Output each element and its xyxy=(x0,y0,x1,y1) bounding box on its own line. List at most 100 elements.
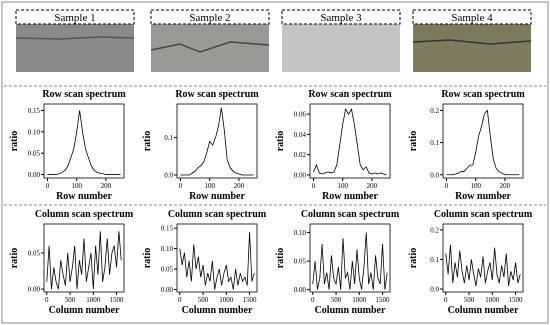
x-axis-label: Row number xyxy=(322,191,378,202)
x-axis-label: Column number xyxy=(182,305,253,316)
sample-label-box xyxy=(15,9,135,25)
y-tick-label: 0.00 xyxy=(294,286,307,294)
x-tick-label: 1000 xyxy=(352,296,367,304)
y-tick-label: 0.2 xyxy=(430,107,439,115)
spectrum-line xyxy=(46,231,122,290)
x-tick-label: 500 xyxy=(65,296,76,304)
y-tick-label: 0.1 xyxy=(430,256,439,264)
x-tick-label: 0 xyxy=(444,296,448,304)
sample-label: Sample 2 xyxy=(189,12,230,24)
y-tick-label: 0.00 xyxy=(161,286,174,294)
spectrum-line xyxy=(47,110,121,175)
y-tick-label: 0.0 xyxy=(164,172,173,180)
plot-area xyxy=(442,103,524,179)
chart-title: Row scan spectrum xyxy=(42,89,126,100)
spectrum-line xyxy=(445,244,521,287)
x-tick-label: 200 xyxy=(500,182,511,190)
y-tick-label: 0.02 xyxy=(294,151,307,159)
y-axis-label: ratio xyxy=(9,248,20,269)
x-tick-label: 200 xyxy=(367,182,378,190)
x-tick-label: 100 xyxy=(71,182,82,190)
y-tick-label: 0.15 xyxy=(28,107,41,115)
y-tick-label: 0.05 xyxy=(161,266,174,274)
plot-area xyxy=(442,223,524,293)
sample-label-box xyxy=(150,9,270,25)
plot-area xyxy=(43,223,125,293)
y-tick-label: 0.04 xyxy=(294,131,307,139)
y-tick-label: 0.10 xyxy=(161,245,174,253)
y-axis-label: ratio xyxy=(408,248,419,269)
y-axis-label: ratio xyxy=(275,248,286,269)
chart-title: Row scan spectrum xyxy=(308,89,392,100)
chart-title: Column scan spectrum xyxy=(301,209,400,220)
sample-label: Sample 1 xyxy=(54,12,95,24)
crack xyxy=(412,39,532,45)
x-tick-label: 500 xyxy=(331,296,342,304)
x-tick-label: 0 xyxy=(45,296,49,304)
x-axis-label: Row number xyxy=(455,191,511,202)
plot-area xyxy=(176,223,258,293)
y-tick-label: 0.10 xyxy=(294,229,307,237)
x-tick-label: 500 xyxy=(464,296,475,304)
sample-label: Sample 3 xyxy=(320,12,362,24)
plot-area xyxy=(176,103,258,179)
y-tick-label: 0.05 xyxy=(28,249,41,257)
y-tick-label: 0.00 xyxy=(28,286,41,294)
sample-label-box xyxy=(281,9,401,25)
x-axis-label: Column number xyxy=(49,305,120,316)
x-tick-label: 1500 xyxy=(110,296,125,304)
x-tick-label: 1500 xyxy=(243,296,258,304)
spectrum-line xyxy=(180,107,254,176)
x-tick-label: 100 xyxy=(470,182,481,190)
y-axis-label: ratio xyxy=(142,248,153,269)
y-tick-label: 0.1 xyxy=(164,134,173,142)
chart-title: Column scan spectrum xyxy=(168,209,267,220)
y-tick-label: 0.0 xyxy=(430,286,439,294)
y-tick-label: 0.0 xyxy=(430,171,439,179)
y-tick-label: 0.05 xyxy=(294,258,307,266)
plot-area xyxy=(309,223,391,293)
spectrum-line xyxy=(312,232,388,290)
x-axis-label: Row number xyxy=(56,191,112,202)
x-tick-label: 100 xyxy=(337,182,348,190)
spectrum-line xyxy=(313,107,387,176)
chart-title: Row scan spectrum xyxy=(441,89,525,100)
chart-title: Row scan spectrum xyxy=(175,89,259,100)
x-tick-label: 0 xyxy=(311,296,315,304)
y-axis-label: ratio xyxy=(408,131,419,152)
x-tick-label: 1000 xyxy=(86,296,101,304)
x-tick-label: 0 xyxy=(46,182,50,190)
y-axis-label: ratio xyxy=(275,131,286,152)
x-axis-label: Row number xyxy=(189,191,245,202)
crack xyxy=(150,41,270,53)
x-axis-label: Column number xyxy=(448,305,519,316)
y-tick-label: 0.15 xyxy=(161,225,174,233)
x-tick-label: 0 xyxy=(178,296,182,304)
plot-area xyxy=(43,103,125,179)
y-tick-label: 0.00 xyxy=(28,171,41,179)
spectrum-line xyxy=(179,232,255,290)
sample-label-box xyxy=(412,9,532,25)
x-tick-label: 1500 xyxy=(509,296,524,304)
sample-label: Sample 4 xyxy=(451,12,493,24)
x-tick-label: 0 xyxy=(179,182,183,190)
spectrum-line xyxy=(446,109,520,176)
chart-title: Column scan spectrum xyxy=(434,209,533,220)
y-tick-label: 0.05 xyxy=(28,150,41,158)
x-tick-label: 200 xyxy=(101,182,112,190)
y-tick-label: 0.06 xyxy=(294,111,307,119)
x-tick-label: 1000 xyxy=(219,296,234,304)
x-tick-label: 1500 xyxy=(376,296,391,304)
y-tick-label: 0.10 xyxy=(28,128,41,136)
x-tick-label: 200 xyxy=(234,182,245,190)
plot-area xyxy=(309,103,391,179)
x-tick-label: 1000 xyxy=(485,296,500,304)
x-axis-label: Column number xyxy=(315,305,386,316)
crack xyxy=(15,36,135,40)
chart-title: Column scan spectrum xyxy=(35,209,134,220)
x-tick-label: 0 xyxy=(445,182,449,190)
y-tick-label: 0.00 xyxy=(294,171,307,179)
y-tick-label: 0.2 xyxy=(430,226,439,234)
y-tick-label: 0.1 xyxy=(430,139,439,147)
